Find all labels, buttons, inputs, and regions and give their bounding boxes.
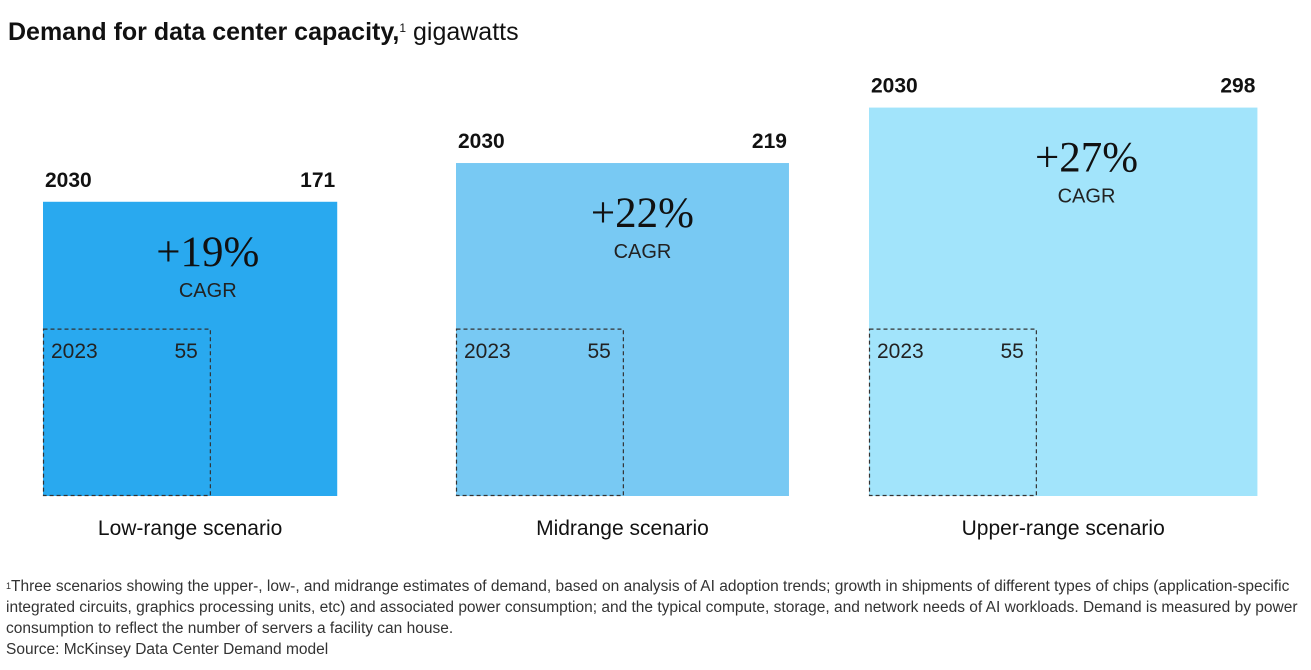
value-2023-label: 55 bbox=[175, 340, 198, 363]
cagr-value: +27% bbox=[1035, 135, 1138, 182]
cagr-value: +19% bbox=[156, 229, 259, 276]
scenario-square-2023 bbox=[455, 328, 624, 497]
scenario-square-2030 bbox=[869, 107, 1258, 496]
scenario-name: Midrange scenario bbox=[536, 517, 709, 540]
footnote-marker: 1 bbox=[6, 581, 12, 591]
target-year-label: 2030 bbox=[45, 169, 92, 192]
title-footnote-marker: 1 bbox=[399, 21, 407, 35]
chart-title-main: Demand for data center capacity, bbox=[8, 18, 400, 46]
footnote-text: Three scenarios showing the upper-, low-… bbox=[6, 578, 1298, 637]
scenario-square-2030 bbox=[456, 163, 789, 497]
scenario-name: Low-range scenario bbox=[98, 517, 282, 540]
cagr-label: CAGR bbox=[179, 280, 237, 302]
value-2023-label: 55 bbox=[1001, 340, 1024, 363]
target-year-label: 2030 bbox=[871, 75, 918, 98]
footnotes: 1Three scenarios showing the upper-, low… bbox=[6, 576, 1306, 660]
value-2030-label: 298 bbox=[1220, 75, 1255, 98]
scenario-square-2030 bbox=[43, 201, 338, 496]
footnote-note: 1Three scenarios showing the upper-, low… bbox=[6, 576, 1306, 639]
nested-square-chart: 2030 171 2023 55 +19% CAGR Low-range scenario 2… bbox=[42, 75, 1258, 540]
base-year-label: 2023 bbox=[877, 340, 924, 363]
source-line: Source: McKinsey Data Center Demand mode… bbox=[6, 641, 329, 658]
cagr-value: +22% bbox=[591, 190, 694, 237]
scenario-square-2023 bbox=[868, 328, 1037, 497]
target-year-label: 2030 bbox=[458, 130, 505, 153]
value-2023-label: 55 bbox=[588, 340, 611, 363]
value-2030-label: 219 bbox=[752, 130, 787, 153]
chart-title: Demand for data center capacity,1 gigawa… bbox=[8, 18, 519, 47]
base-year-label: 2023 bbox=[51, 340, 98, 363]
scenario-name: Upper-range scenario bbox=[962, 517, 1165, 540]
scenario-square-2023 bbox=[42, 328, 211, 497]
value-2030-label: 171 bbox=[300, 169, 335, 192]
cagr-label: CAGR bbox=[614, 241, 672, 263]
chart-unit: gigawatts bbox=[412, 18, 519, 46]
cagr-label: CAGR bbox=[1058, 186, 1116, 208]
base-year-label: 2023 bbox=[464, 340, 511, 363]
